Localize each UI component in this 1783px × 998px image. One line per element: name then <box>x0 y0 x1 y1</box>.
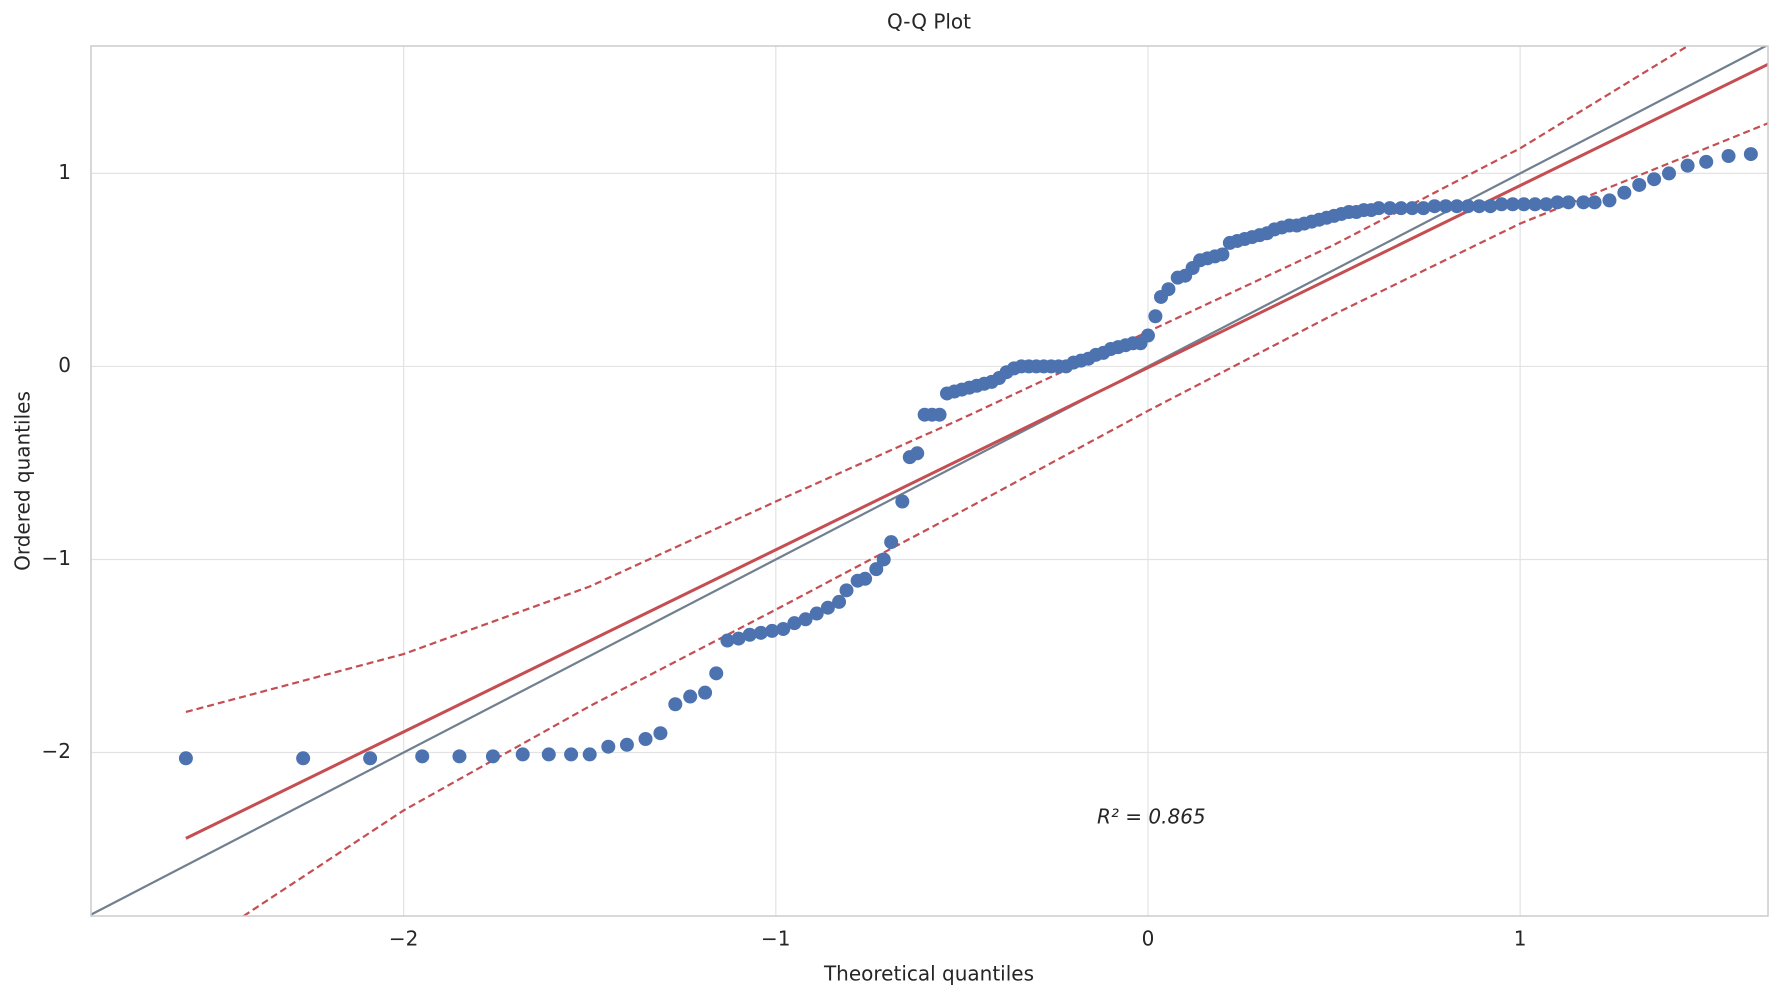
data-point <box>709 666 724 681</box>
data-point <box>742 627 757 642</box>
data-point <box>452 749 467 764</box>
x-tick-label: −1 <box>761 927 790 951</box>
data-point <box>932 407 947 422</box>
data-point <box>1427 199 1442 214</box>
data-point <box>876 552 891 567</box>
data-point <box>1647 172 1662 187</box>
data-point <box>1449 199 1464 214</box>
data-point <box>1416 201 1431 216</box>
data-point <box>1472 199 1487 214</box>
data-point <box>731 631 746 646</box>
data-point <box>698 685 713 700</box>
data-point <box>619 737 634 752</box>
y-tick-label: −1 <box>42 546 71 570</box>
plot-frame <box>90 45 1769 917</box>
annotation: R² = 0.865 <box>1097 805 1206 829</box>
data-point <box>1617 185 1632 200</box>
data-point <box>485 749 500 764</box>
data-point <box>415 749 430 764</box>
data-point <box>1561 195 1576 210</box>
data-point <box>582 747 597 762</box>
data-point <box>541 747 556 762</box>
data-point <box>683 689 698 704</box>
x-tick-label: −2 <box>389 927 418 951</box>
data-point <box>1699 154 1714 169</box>
data-point <box>1680 158 1695 173</box>
data-point <box>1140 328 1155 343</box>
reference-line <box>91 46 1768 916</box>
data-point <box>1576 195 1591 210</box>
data-point <box>1483 199 1498 214</box>
data-point <box>820 600 835 615</box>
data-point <box>638 731 653 746</box>
data-point <box>895 494 910 509</box>
data-point <box>753 625 768 640</box>
data-point <box>296 751 311 766</box>
data-point <box>809 606 824 621</box>
data-point <box>1587 195 1602 210</box>
y-tick-label: 1 <box>58 160 71 184</box>
data-point <box>798 612 813 627</box>
marks <box>91 46 1768 916</box>
data-point <box>1505 197 1520 212</box>
data-point <box>1602 193 1617 208</box>
y-tick-label: 0 <box>58 353 71 377</box>
data-point <box>1539 197 1554 212</box>
grid <box>91 46 1768 916</box>
data-point <box>1743 147 1758 162</box>
y-axis-label: Ordered quantiles <box>11 391 35 571</box>
data-point <box>776 621 791 636</box>
data-point <box>668 697 683 712</box>
data-point <box>787 616 802 631</box>
data-point <box>765 623 780 638</box>
data-point <box>653 726 668 741</box>
data-point <box>1721 149 1736 164</box>
x-axis-label: Theoretical quantiles <box>823 962 1034 986</box>
data-point <box>910 446 925 461</box>
reference-line <box>185 62 1768 840</box>
data-point <box>178 751 193 766</box>
data-point <box>1550 195 1565 210</box>
data-point <box>1382 201 1397 216</box>
chart-title: Q-Q Plot <box>887 10 971 34</box>
data-point <box>884 535 899 550</box>
data-point <box>1148 309 1163 324</box>
confidence-band <box>185 46 1689 714</box>
confidence-band <box>242 122 1768 916</box>
data-point <box>1215 247 1230 262</box>
data-point <box>858 571 873 586</box>
data-point <box>1161 282 1176 297</box>
data-point <box>720 633 735 648</box>
data-point <box>515 747 530 762</box>
data-point <box>832 594 847 609</box>
x-tick-label: 0 <box>1142 927 1155 951</box>
data-point <box>1438 199 1453 214</box>
data-point <box>839 583 854 598</box>
data-point <box>869 562 884 577</box>
data-point <box>1494 197 1509 212</box>
data-point <box>601 739 616 754</box>
data-point <box>1371 201 1386 216</box>
data-point <box>1528 197 1543 212</box>
data-point <box>1516 197 1531 212</box>
data-point <box>1394 201 1409 216</box>
data-point <box>1632 177 1647 192</box>
y-tick-label: −2 <box>42 739 71 763</box>
data-point <box>564 747 579 762</box>
x-tick-label: 1 <box>1514 927 1527 951</box>
data-point <box>1461 199 1476 214</box>
data-point <box>363 751 378 766</box>
data-point <box>1662 166 1677 181</box>
data-point <box>1405 201 1420 216</box>
